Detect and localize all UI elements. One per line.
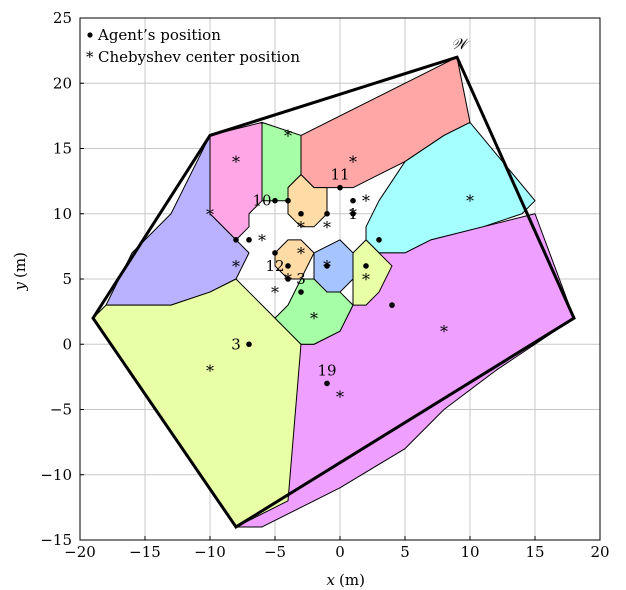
agent-point-0 [246,341,252,348]
point-annotation-3: 11 [330,166,349,184]
agent-point-18 [272,250,278,256]
y-tick-label-8: 25 [53,9,72,27]
agent-point-9 [272,197,278,204]
legend-agent-label: Agent’s position [97,26,221,44]
point-annotation-4: 1 [348,205,358,223]
point-annotation-1: 19 [317,361,336,379]
chebyshev-point-8: * [206,205,214,224]
chebyshev-point-17: * [323,257,331,276]
agent-point-2 [389,302,395,308]
chebyshev-points: * * * * * * * * * * * * * * * * * * * * [206,126,474,406]
region-label: 𝒲 [451,35,470,53]
x-tick-label-4: 0 [335,543,345,561]
agent-point-16 [233,237,239,243]
y-axis-ticks: −15 −10 −5 0 5 10 15 20 25 [40,9,84,549]
agent-point-11 [298,210,304,217]
agent-point-10 [285,197,291,204]
chebyshev-point-1: * [336,387,344,406]
legend-star-label: Chebyshev center position [98,48,300,66]
y-axis-label: y (m) [11,252,29,291]
point-annotation-2: 10 [252,192,271,210]
x-axis-ticks: −20 −15 −10 −5 0 5 10 15 20 [64,536,610,561]
x-tick-label-7: 15 [525,543,544,561]
chebyshev-point-13: * [297,244,305,263]
chebyshev-point-19: * [284,270,292,289]
chebyshev-point-12: * [310,309,318,328]
chebyshev-point-15: * [323,218,331,237]
chebyshev-point-18: * [362,270,370,289]
x-tick-label-1: −15 [129,543,161,561]
point-annotation-6: 3 [296,270,306,288]
chebyshev-point-9: * [232,257,240,276]
point-annotation-0: 3 [231,335,241,353]
agent-point-15 [350,210,356,217]
x-axis-label-var: x [327,571,336,589]
legend-star-marker: * [86,48,94,66]
x-tick-label-0: −20 [64,543,96,561]
y-axis-label-var: y [11,281,29,291]
legend-agent-dot [87,32,93,38]
agent-point-5 [285,276,291,282]
y-axis-label-unit: (m) [11,252,29,278]
x-tick-label-6: 10 [460,543,479,561]
chebyshev-point-7: * [232,153,240,172]
agent-point-17 [246,237,252,243]
agent-point-4 [363,263,369,269]
agent-point-8 [324,263,330,269]
x-tick-label-8: 20 [590,543,609,561]
chebyshev-point-0: * [206,361,214,380]
voronoi-cell-10 [274,278,354,345]
x-axis-label: x (m) [327,571,365,589]
y-tick-label-1: −10 [40,466,72,484]
legend: Agent’s position * Chebyshev center posi… [86,26,300,66]
x-tick-label-5: 5 [400,543,410,561]
chebyshev-point-16: * [349,205,357,224]
y-tick-label-7: 20 [53,74,72,92]
y-tick-label-5: 10 [53,205,72,223]
chebyshev-point-11: * [271,283,279,302]
y-tick-label-2: −5 [50,401,72,419]
agent-point-14 [350,197,356,204]
y-tick-label-4: 5 [62,270,72,288]
x-tick-label-3: −5 [264,543,286,561]
chebyshev-point-5: * [349,153,357,172]
agent-points [233,184,395,387]
chebyshev-point-4: * [362,192,370,211]
point-annotation-5: 12 [265,257,284,275]
x-tick-label-2: −10 [194,543,226,561]
agent-point-13 [337,184,343,191]
y-tick-label-0: −15 [40,531,72,549]
chebyshev-point-3: * [466,192,474,211]
chebyshev-point-10: * [258,231,266,250]
y-tick-label-6: 15 [53,140,72,158]
chebyshev-point-2: * [440,322,448,341]
chebyshev-point-14: * [297,218,305,237]
agent-point-12 [324,210,330,217]
chebyshev-point-6: * [284,126,292,145]
x-axis-label-unit: (m) [339,571,365,589]
agent-point-7 [285,263,291,269]
voronoi-cells [92,56,575,528]
voronoi-cell-11 [352,239,393,306]
workspace-boundary [91,55,576,529]
y-tick-label-3: 0 [62,335,72,353]
voronoi-cell-7 [287,174,328,228]
agent-point-3 [376,237,382,243]
agent-point-6 [298,289,304,295]
agent-point-1 [324,380,330,387]
